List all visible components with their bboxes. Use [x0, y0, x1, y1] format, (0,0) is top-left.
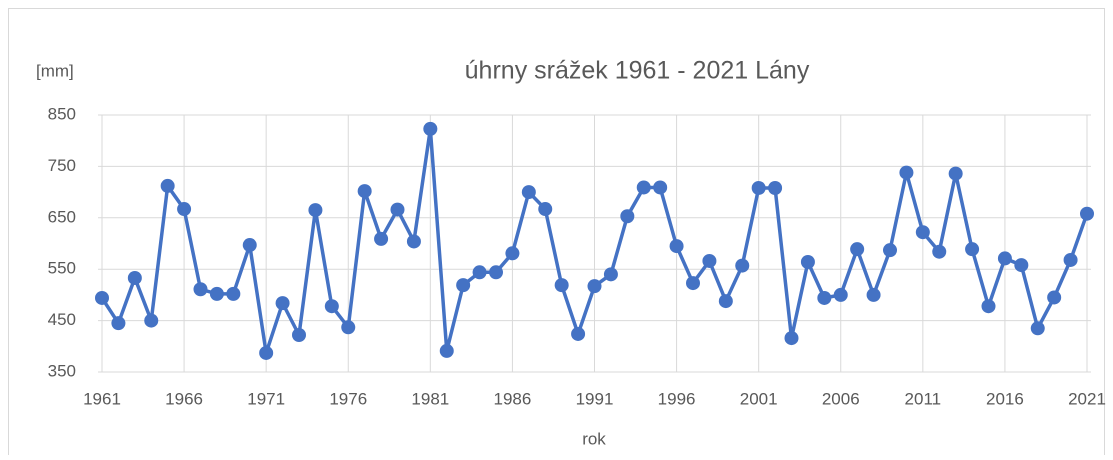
data-point [259, 345, 274, 360]
data-point [406, 234, 421, 249]
chart-title: úhrny srážek 1961 - 2021 Lány [465, 57, 810, 85]
data-point [439, 343, 454, 358]
data-point [538, 202, 553, 217]
x-tick-label: 2006 [822, 389, 860, 408]
data-point [850, 242, 865, 257]
y-tick-label: 850 [48, 104, 76, 123]
data-point [932, 244, 947, 259]
data-point [226, 286, 241, 301]
y-axis-label: [mm] [36, 61, 74, 80]
x-tick-label: 1981 [411, 389, 449, 408]
x-tick-label: 1976 [329, 389, 367, 408]
data-point [817, 290, 832, 305]
data-point [587, 279, 602, 294]
data-point [1047, 290, 1062, 305]
data-point [603, 267, 618, 282]
data-point [965, 242, 980, 257]
x-tick-label: 1971 [247, 389, 285, 408]
x-tick-label: 2011 [905, 389, 942, 408]
y-tick-label: 650 [48, 207, 76, 226]
data-point [357, 184, 372, 199]
data-point [456, 278, 471, 293]
data-point [948, 166, 963, 181]
data-point [554, 278, 569, 293]
y-tick-label: 750 [48, 156, 76, 175]
data-point [653, 180, 668, 195]
data-point [784, 331, 799, 346]
data-point [636, 180, 651, 195]
data-point [1014, 258, 1029, 273]
data-point [735, 258, 750, 273]
x-axis-label: rok [582, 429, 606, 448]
x-tick-label: 2021 [1068, 389, 1106, 408]
data-point [702, 253, 717, 268]
y-tick-label: 550 [48, 259, 76, 278]
x-tick-label: 1996 [658, 389, 696, 408]
data-point [833, 287, 848, 302]
x-tick-label: 1991 [576, 389, 614, 408]
data-point [1080, 206, 1094, 221]
data-point [242, 238, 257, 253]
data-point [193, 282, 208, 297]
data-point [324, 299, 339, 314]
x-tick-label: 2001 [740, 389, 778, 408]
data-point [374, 231, 389, 246]
data-point [177, 202, 192, 217]
data-point [341, 320, 356, 335]
data-point [800, 255, 815, 270]
data-point [620, 209, 635, 224]
data-point [160, 178, 175, 193]
data-point [915, 225, 930, 240]
data-point [751, 180, 766, 195]
x-tick-label: 1961 [83, 389, 121, 408]
data-point [111, 316, 126, 331]
data-point [768, 180, 783, 195]
data-point [308, 203, 323, 218]
y-tick-label: 350 [48, 361, 76, 380]
data-point [866, 287, 881, 302]
data-point [127, 270, 142, 285]
y-tick-label: 450 [48, 310, 76, 329]
data-point [981, 299, 996, 314]
data-point [1063, 252, 1078, 267]
x-tick-label: 2016 [986, 389, 1024, 408]
data-point [275, 296, 290, 311]
data-point [669, 239, 684, 254]
data-point [423, 121, 438, 136]
data-point [472, 265, 487, 280]
data-point [718, 294, 733, 309]
data-point [997, 251, 1012, 266]
data-point [489, 265, 503, 280]
data-point [209, 286, 224, 301]
data-point [899, 165, 914, 180]
data-point [1030, 321, 1045, 336]
data-point [390, 202, 405, 217]
data-point [505, 246, 520, 261]
data-point [144, 313, 159, 328]
data-point [95, 290, 109, 305]
x-tick-label: 1986 [494, 389, 532, 408]
data-point [521, 185, 536, 200]
x-tick-label: 1966 [165, 389, 203, 408]
data-point [571, 326, 586, 341]
data-point [292, 327, 306, 342]
data-point [686, 276, 700, 291]
data-point [883, 243, 897, 258]
